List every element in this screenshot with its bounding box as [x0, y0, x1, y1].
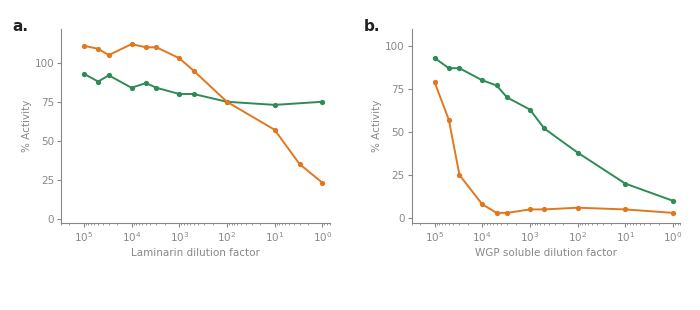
Y-axis label: % Activity: % Activity	[372, 100, 382, 152]
Text: b.: b.	[363, 19, 380, 34]
X-axis label: Laminarin dilution factor: Laminarin dilution factor	[131, 248, 260, 258]
Text: a.: a.	[13, 19, 29, 34]
X-axis label: WGP soluble dilution factor: WGP soluble dilution factor	[475, 248, 617, 258]
Y-axis label: % Activity: % Activity	[22, 100, 32, 152]
